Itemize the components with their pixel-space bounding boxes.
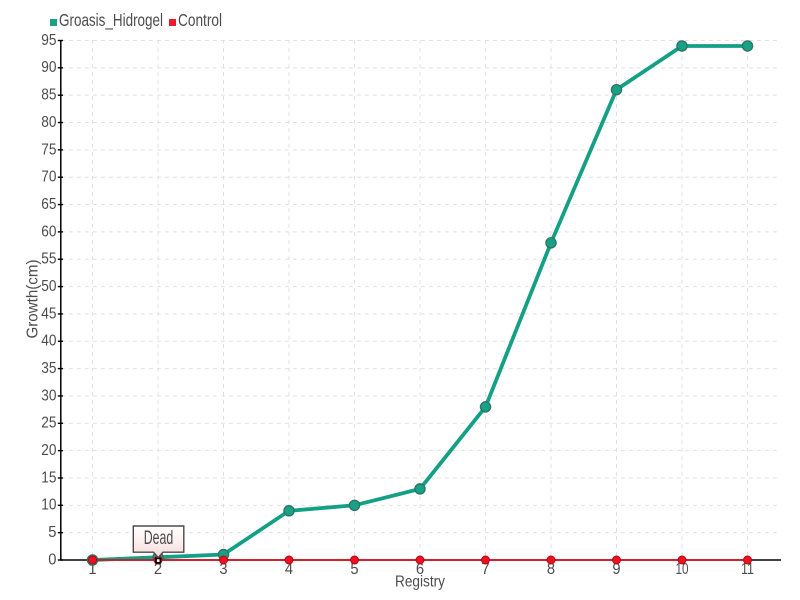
svg-text:1: 1 bbox=[88, 561, 96, 578]
svg-text:60: 60 bbox=[41, 223, 56, 240]
svg-text:40: 40 bbox=[41, 333, 56, 350]
svg-text:Growth(cm): Growth(cm) bbox=[25, 260, 42, 339]
svg-text:Registry: Registry bbox=[395, 574, 445, 591]
svg-text:Control: Control bbox=[178, 10, 222, 30]
svg-text:3: 3 bbox=[219, 561, 227, 578]
svg-text:10: 10 bbox=[676, 561, 689, 578]
svg-text:5: 5 bbox=[48, 524, 56, 541]
svg-text:95: 95 bbox=[41, 32, 56, 49]
svg-text:90: 90 bbox=[41, 59, 56, 76]
svg-text:20: 20 bbox=[41, 442, 56, 459]
svg-text:55: 55 bbox=[41, 251, 56, 268]
svg-text:80: 80 bbox=[41, 114, 56, 131]
svg-text:65: 65 bbox=[41, 196, 56, 213]
svg-text:25: 25 bbox=[41, 415, 56, 432]
svg-text:9: 9 bbox=[612, 561, 620, 578]
svg-text:45: 45 bbox=[41, 305, 56, 322]
svg-text:10: 10 bbox=[41, 497, 56, 514]
svg-text:35: 35 bbox=[41, 360, 56, 377]
svg-text:11: 11 bbox=[741, 561, 754, 578]
svg-text:85: 85 bbox=[41, 87, 56, 104]
svg-text:30: 30 bbox=[41, 387, 56, 404]
svg-text:5: 5 bbox=[350, 561, 358, 578]
svg-text:70: 70 bbox=[41, 169, 56, 186]
svg-text:7: 7 bbox=[481, 561, 489, 578]
svg-text:2: 2 bbox=[154, 561, 162, 578]
svg-text:Groasis_Hidrogel: Groasis_Hidrogel bbox=[59, 10, 163, 31]
svg-text:4: 4 bbox=[285, 561, 293, 578]
svg-text:75: 75 bbox=[41, 141, 56, 158]
svg-text:0: 0 bbox=[48, 551, 56, 568]
svg-text:Dead: Dead bbox=[144, 528, 174, 549]
svg-text:15: 15 bbox=[41, 469, 56, 486]
svg-text:50: 50 bbox=[41, 278, 56, 295]
svg-text:8: 8 bbox=[547, 561, 555, 578]
svg-text:6: 6 bbox=[416, 561, 424, 578]
